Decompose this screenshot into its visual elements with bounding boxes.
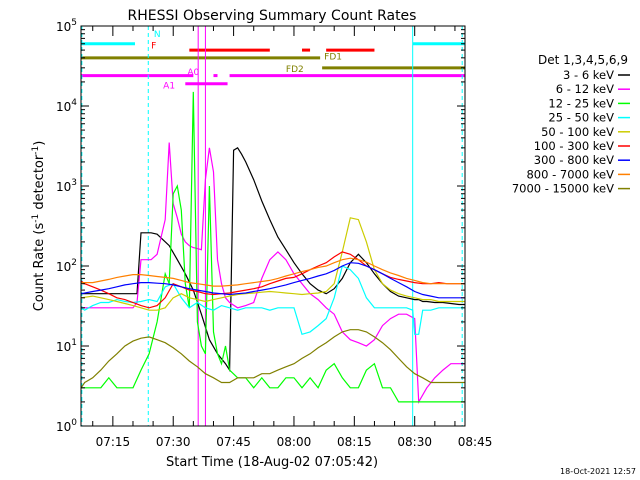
series-line-4 [81,217,465,311]
annotation-f: F [151,42,156,52]
annotation-n: N [154,30,161,40]
y-tick-label-0: 100 [56,418,77,434]
series-line-5 [80,251,465,309]
legend-entry-7: 800 - 7000 keV [526,167,614,181]
x-tick-label-5: 08:30 [397,435,432,449]
annotation-fd1: FD1 [324,53,342,63]
annotation-a0: A0 [187,68,199,78]
y-axis-label-main: Count Rate (s [32,223,47,312]
event-markers [81,26,463,426]
plot-frame [80,25,466,427]
x-tick-label-1: 07:30 [156,435,191,449]
x-tick-label-3: 08:00 [277,435,312,449]
status-annotations: NF FD1 FD2 A0 A1 [81,30,465,92]
y-axis-label-sup2: -1 [31,146,41,155]
legend-entry-1: 6 - 12 keV [556,82,614,96]
y-axis-label: Count Rate (s-1 detector-1) [31,141,47,312]
legend-entry-6: 300 - 800 keV [534,153,614,167]
x-axis-label: Start Time (18-Aug-02 07:05:42) [166,455,378,470]
y-axis-ticks: 100 101 102 103 104 105 [56,18,465,434]
x-tick-label-0: 07:15 [96,435,131,449]
legend-entry-3: 25 - 50 keV [548,111,614,125]
legend-entry-0: 3 - 6 keV [563,68,614,82]
series-line-8 [80,329,465,389]
y-tick-label-3: 103 [56,178,77,194]
annotation-a1: A1 [163,82,175,92]
x-tick-label-4: 08:15 [337,435,372,449]
chart-title: RHESSI Observing Summary Count Rates [128,8,417,24]
y-tick-label-5: 105 [56,18,77,34]
footer-timestamp: 18-Oct-2021 12:57 [560,467,636,476]
x-tick-label-2: 07:45 [216,435,251,449]
y-axis-label-sup1: -1 [31,214,41,223]
x-axis-ticks: 07:15 07:30 07:45 08:00 08:15 08:30 08:45 [92,26,493,449]
y-axis-label-end: ) [32,141,47,146]
annotation-fd2: FD2 [286,65,304,75]
series-line-7 [81,257,465,287]
series-line-0 [81,146,465,373]
legend-entry-5: 100 - 300 keV [534,139,614,153]
y-tick-label-1: 101 [56,338,77,354]
legend-entry-2: 12 - 25 keV [548,96,614,110]
y-tick-label-4: 104 [56,98,77,114]
legend-entry-4: 50 - 100 keV [541,125,614,139]
y-tick-label-2: 102 [56,258,77,274]
legend-entry-8: 7000 - 15000 keV [512,182,614,196]
y-axis-label-mid: detector [32,154,47,214]
series-line-1 [81,142,465,404]
series-line-6 [80,262,465,299]
x-tick-label-6: 08:45 [458,435,493,449]
series-lines [80,91,465,404]
legend-title: Det 1,3,4,5,6,9 [538,53,628,67]
series-line-3 [80,265,465,336]
